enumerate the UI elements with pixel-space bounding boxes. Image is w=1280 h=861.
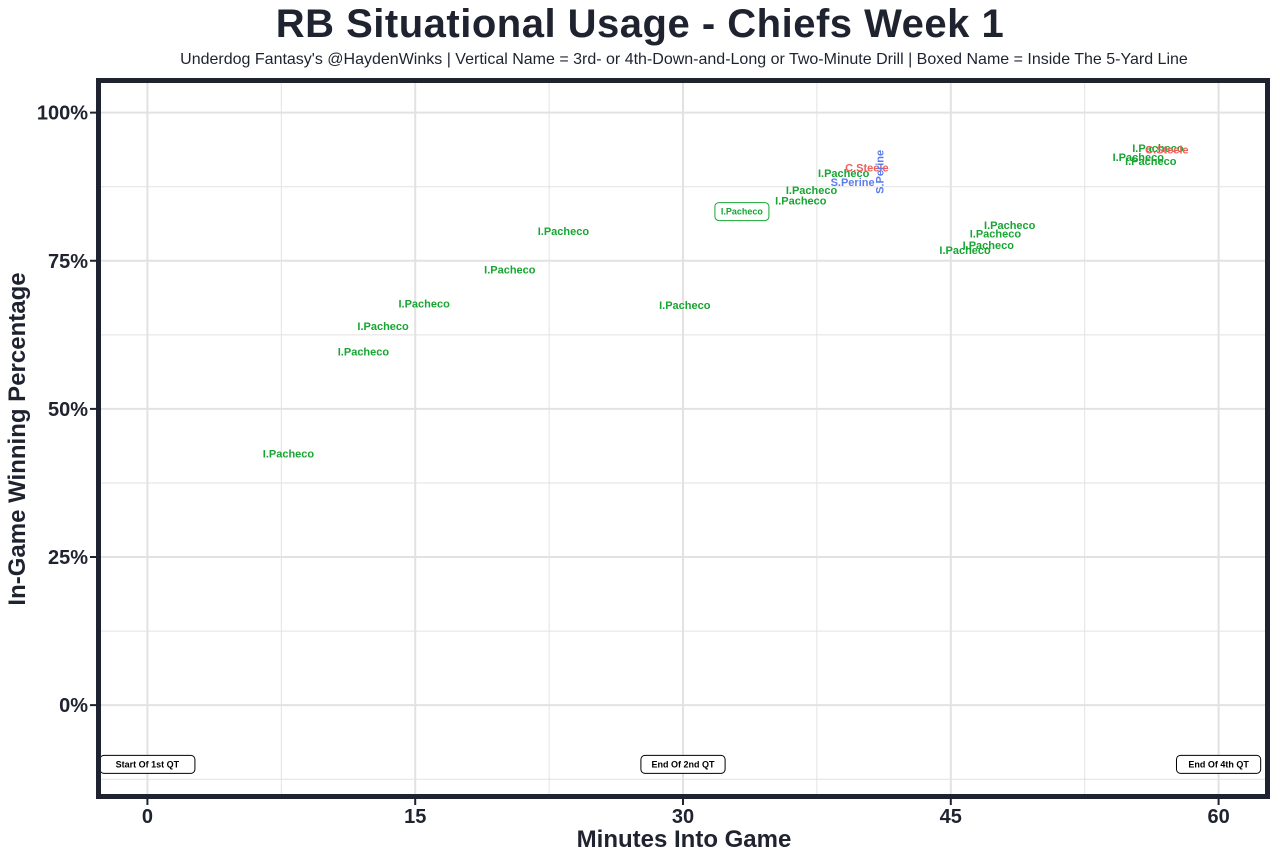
data-label: I.Pacheco — [338, 346, 390, 358]
axes: 0 15 30 45 60 0% 25% 50% 75% 100% — [37, 103, 1230, 828]
quarter-annotation-label: End Of 4th QT — [1188, 759, 1249, 769]
data-label: I.Pacheco — [263, 448, 315, 460]
data-marks: I.PachecoI.PachecoI.PachecoI.PachecoI.Pa… — [263, 143, 1189, 460]
x-tick-label: 0 — [142, 806, 153, 828]
x-axis-title: Minutes Into Game — [577, 826, 792, 853]
data-label: I.Pacheco — [963, 240, 1015, 252]
grid-lines — [101, 83, 1265, 794]
quarter-annotation-label: End Of 2nd QT — [652, 759, 715, 769]
data-label: I.Pacheco — [484, 265, 536, 277]
y-axis-title: In-Game Winning Percentage — [4, 272, 31, 605]
data-label: I.Pacheco — [984, 220, 1036, 232]
y-tick-label: 50% — [48, 399, 88, 421]
data-label: I.Pacheco — [538, 226, 590, 238]
chart-title: RB Situational Usage - Chiefs Week 1 — [275, 2, 1005, 46]
x-tick-label: 45 — [940, 806, 962, 828]
data-label-box — [714, 202, 770, 222]
y-tick-label: 25% — [48, 547, 88, 569]
data-label: I.Pacheco — [398, 298, 450, 310]
data-label: C.Steele — [1145, 144, 1188, 156]
data-label: C.Steele — [845, 163, 888, 175]
data-label: I.Pacheco — [939, 245, 991, 257]
x-tick-label: 15 — [404, 806, 426, 828]
data-label: I.Pacheco — [786, 185, 838, 197]
quarter-annotation-label: Start Of 1st QT — [116, 759, 180, 769]
data-label: S.Perine — [831, 177, 875, 189]
data-label: I.Pacheco — [659, 300, 711, 312]
quarter-annotation-box — [640, 754, 726, 774]
quarter-annotation-box — [1175, 754, 1262, 774]
y-tick-label: 0% — [59, 695, 88, 717]
data-label: I.Pacheco — [1113, 152, 1165, 164]
data-label: I.Pacheco — [1125, 156, 1177, 168]
data-label: I.Pacheco — [775, 195, 827, 207]
chart-subtitle: Underdog Fantasy's @HaydenWinks | Vertic… — [180, 51, 1188, 68]
x-tick-label: 60 — [1207, 806, 1229, 828]
data-label-boxed: I.Pacheco — [721, 207, 764, 217]
plot-frame — [96, 78, 1270, 799]
data-label: I.Pacheco — [1132, 143, 1184, 155]
x-tick-label: 30 — [672, 806, 694, 828]
data-label: I.Pacheco — [970, 228, 1022, 240]
quarter-annotations: Start Of 1st QT End Of 2nd QT End Of 4th Q… — [99, 754, 1262, 774]
data-label: I.Pacheco — [357, 321, 409, 333]
y-tick-label: 100% — [37, 103, 88, 125]
data-label-vertical: S.Perine — [874, 150, 886, 194]
data-label: I.Pacheco — [818, 168, 870, 180]
y-tick-label: 75% — [48, 251, 88, 273]
